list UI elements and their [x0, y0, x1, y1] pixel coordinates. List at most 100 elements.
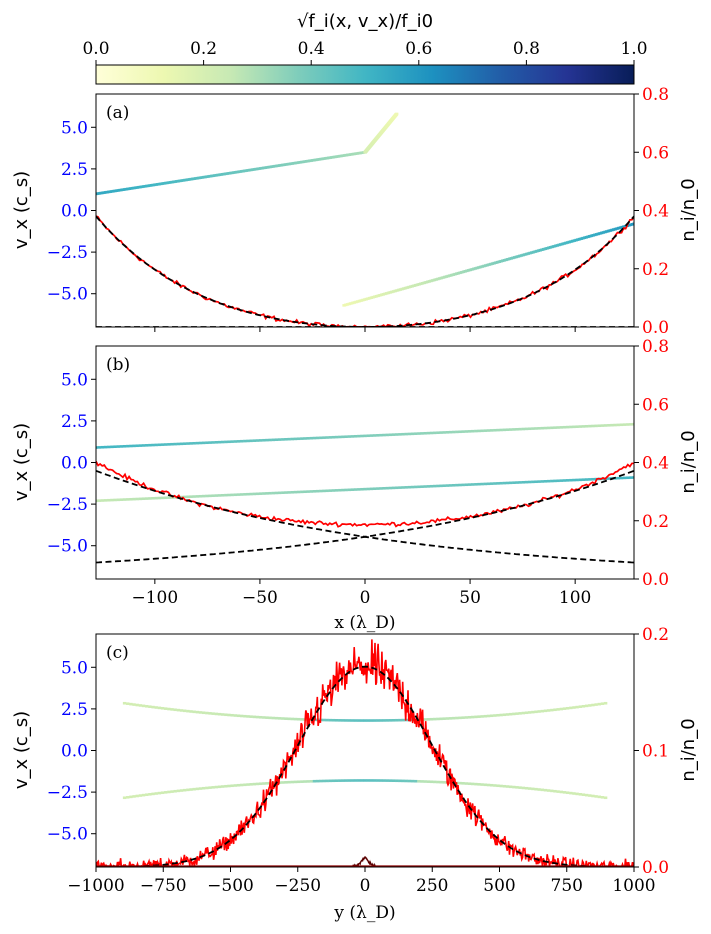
- beam-point: [480, 482, 484, 486]
- beam-point: [453, 272, 457, 276]
- beam-point: [618, 226, 623, 229]
- beam-point: [588, 234, 592, 238]
- beam-point: [243, 439, 247, 443]
- beam-point: [534, 427, 538, 430]
- beam-point: [189, 495, 193, 498]
- beam-point: [417, 780, 421, 783]
- beam-point: [480, 265, 484, 268]
- beam-point: [471, 715, 475, 719]
- beam-point: [584, 704, 589, 708]
- right-axis-tick-label: 0.2: [642, 512, 669, 532]
- beam-point: [613, 423, 617, 427]
- beam-point: [328, 436, 332, 439]
- beam-point: [306, 490, 310, 493]
- beam-point: [179, 709, 184, 712]
- beam-point: [306, 437, 310, 440]
- beam-point: [458, 430, 462, 434]
- beam-point: [126, 498, 130, 501]
- beam-point: [546, 426, 551, 430]
- x-axis-tick-label: −250: [274, 876, 321, 896]
- x-axis-tick-label: 0: [360, 588, 371, 608]
- beam-point: [366, 487, 370, 491]
- beam-point: [398, 779, 402, 783]
- beam-point: [347, 719, 351, 722]
- beam-point: [338, 719, 342, 722]
- beam-point: [198, 494, 203, 498]
- beam-point: [103, 445, 108, 449]
- beam-point: [550, 789, 554, 793]
- colorbar-label: √f_i(x, v_x)/f_i0: [297, 11, 433, 32]
- beam-point: [249, 439, 253, 443]
- beam-point: [265, 782, 269, 785]
- beam-point: [290, 490, 295, 494]
- beam-point: [442, 484, 446, 488]
- beam-point: [211, 712, 215, 715]
- beam-point: [202, 441, 206, 445]
- beam-point: [138, 704, 143, 707]
- beam-point: [599, 231, 604, 235]
- beam-point: [107, 498, 111, 502]
- beam-point: [429, 431, 434, 435]
- beam-point: [357, 299, 362, 303]
- beam-point: [353, 488, 358, 491]
- x-axis-tick-label: 500: [483, 876, 515, 896]
- panel-b-frame: [95, 345, 635, 580]
- panel-b-tag: (b): [106, 355, 130, 375]
- beam-point: [405, 286, 409, 289]
- beam-point: [588, 424, 592, 428]
- beam-point: [410, 485, 415, 489]
- beam-point: [536, 249, 541, 252]
- beam-point: [458, 781, 462, 785]
- panel-a-beam-0: [96, 150, 367, 196]
- beam-point: [369, 296, 374, 299]
- beam-point: [372, 779, 377, 782]
- beam-point: [594, 703, 598, 706]
- beam-point: [382, 487, 386, 490]
- beam-point: [331, 489, 336, 492]
- beam-point: [597, 702, 601, 706]
- beam-point: [537, 480, 541, 483]
- beam-point: [309, 780, 313, 783]
- right-axis-tick-label: 0.1: [642, 742, 669, 762]
- beam-point: [398, 718, 402, 722]
- beam-point: [148, 443, 152, 447]
- colorbar: √f_i(x, v_x)/f_i0 0.0 0.2 0.4 0.6 0.8 1.0: [82, 11, 648, 85]
- beam-point: [414, 485, 418, 489]
- beam-point: [385, 719, 389, 722]
- beam-point: [357, 719, 361, 722]
- beam-point: [96, 446, 98, 449]
- beam-point: [287, 780, 291, 784]
- beam-point: [588, 704, 592, 707]
- beam-point: [497, 260, 502, 264]
- beam-point: [312, 779, 317, 783]
- beam-point: [202, 494, 206, 498]
- beam-point: [629, 476, 633, 479]
- beam-point: [436, 431, 440, 435]
- left-axis-tick-label: −2.5: [47, 243, 88, 263]
- beam-point: [271, 438, 276, 442]
- beam-point: [506, 258, 510, 261]
- beam-point: [417, 432, 421, 435]
- beam-point: [391, 779, 396, 782]
- beam-point: [533, 250, 537, 253]
- beam-point: [145, 497, 149, 500]
- beam-point: [350, 301, 355, 305]
- beam-point: [284, 717, 288, 720]
- beam-point: [436, 780, 440, 784]
- beam-point: [424, 281, 428, 284]
- beam-point: [474, 429, 478, 433]
- panel-b-beam-1: [96, 476, 634, 503]
- beam-point: [287, 717, 291, 721]
- beam-point: [512, 481, 516, 484]
- beam-point: [490, 262, 495, 265]
- beam-point: [255, 492, 260, 496]
- beam-point: [186, 495, 190, 499]
- beam-point: [593, 233, 597, 237]
- beam-point: [331, 435, 336, 439]
- beam-point: [531, 480, 535, 484]
- beam-point: [157, 706, 162, 710]
- beam-point: [581, 478, 586, 481]
- beam-point: [354, 300, 358, 304]
- beam-point: [296, 717, 301, 721]
- beam-point: [439, 276, 444, 280]
